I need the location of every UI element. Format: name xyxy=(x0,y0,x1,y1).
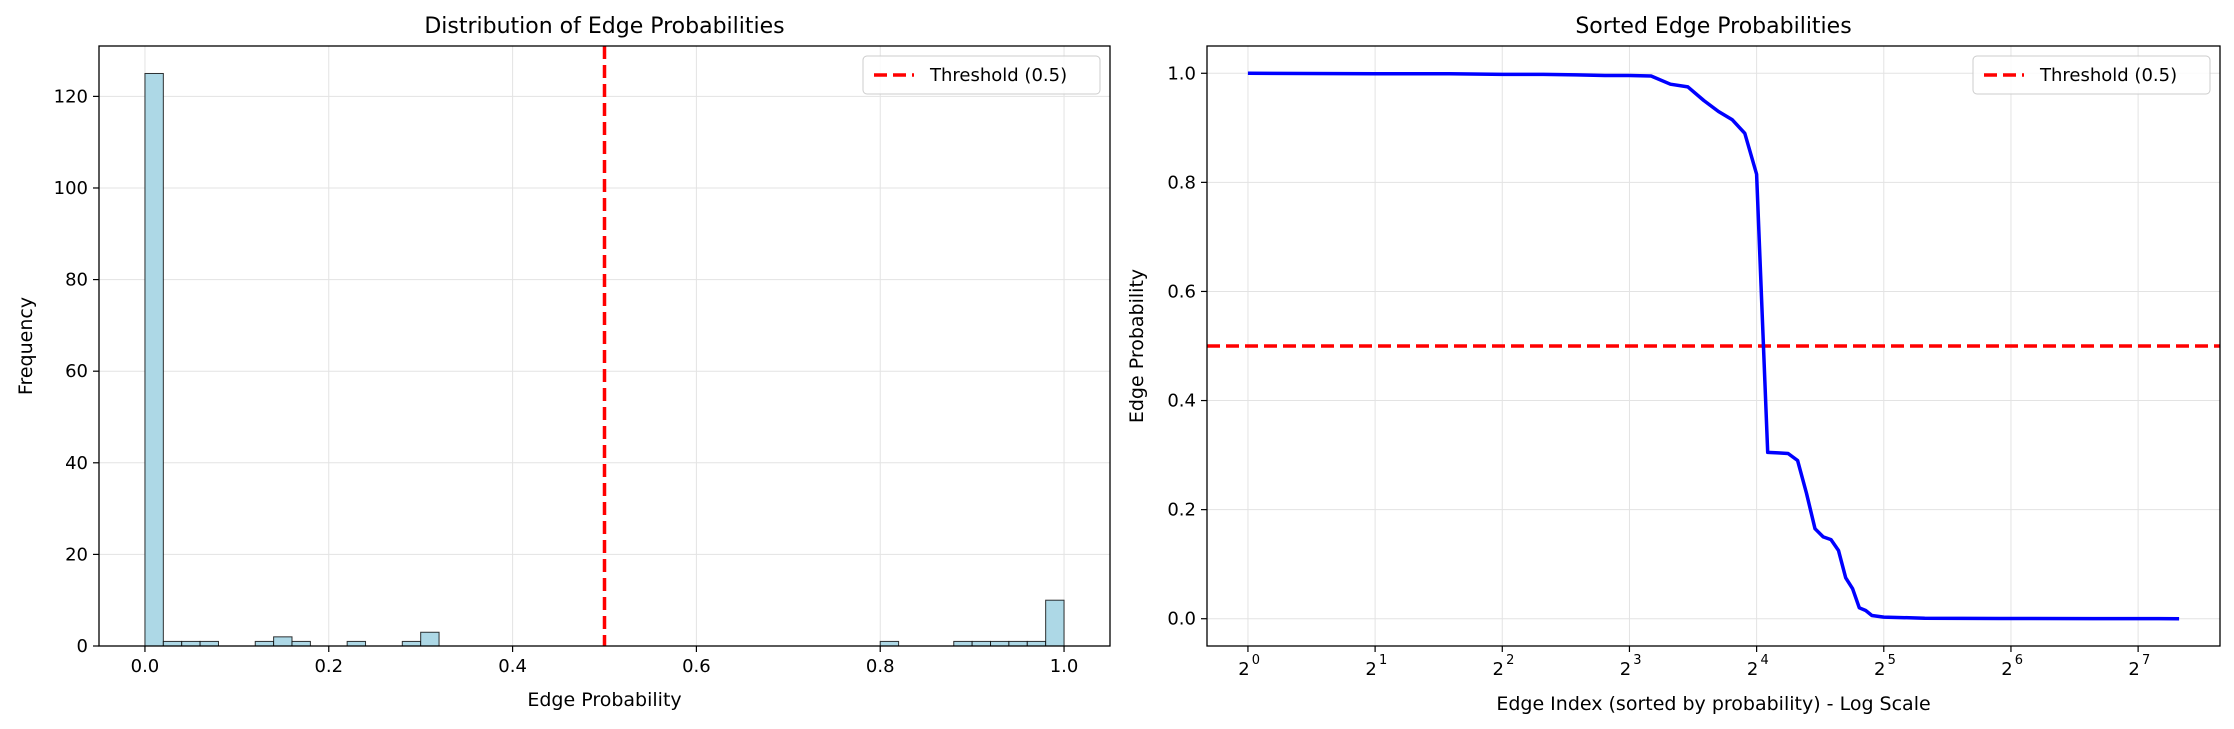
histogram-x-tick-label: 0.8 xyxy=(866,656,895,677)
sorted-x-tick-exponent: 7 xyxy=(2142,653,2150,668)
histogram-bar xyxy=(144,72,164,647)
histogram-y-tick-label: 80 xyxy=(65,270,88,291)
histogram-x-label: Edge Probability xyxy=(527,689,681,711)
histogram-x-ticks: 0.0 0.2 0.4 0.6 0.8 1.0 xyxy=(131,646,1079,677)
histogram-bar xyxy=(346,640,367,647)
histogram-x-tick-label: 1.0 xyxy=(1050,656,1079,677)
histogram-x-tick-label: 0.4 xyxy=(498,656,527,677)
histogram-x-tick-label: 0.2 xyxy=(314,656,343,677)
sorted-x-tick-label: 2 xyxy=(1747,659,1758,680)
sorted-x-tick-label: 2 xyxy=(1493,659,1504,680)
histogram-bar xyxy=(1045,599,1065,647)
histogram-bar xyxy=(1026,640,1047,647)
histogram-bar xyxy=(953,640,973,647)
sorted-legend-box xyxy=(1972,55,2211,95)
sorted-x-tick-label: 2 xyxy=(2001,659,2012,680)
sorted-x-tick-exponent: 4 xyxy=(1760,653,1768,668)
sorted-probability-line xyxy=(1247,71,2180,621)
sorted-x-tick-label: 2 xyxy=(1238,659,1249,680)
histogram-y-ticks: 0 20 40 60 80 100 120 xyxy=(54,86,99,657)
sorted-x-tick-label: 2 xyxy=(1620,659,1631,680)
sorted-y-tick-label: 0.8 xyxy=(1167,172,1196,193)
histogram-bar xyxy=(162,640,183,647)
sorted-x-tick-exponent: 3 xyxy=(1633,653,1641,668)
histogram-bar xyxy=(879,640,900,647)
sorted-y-tick-label: 0.6 xyxy=(1167,281,1196,302)
histogram-y-tick-label: 0 xyxy=(77,636,88,657)
histogram-legend: Threshold (0.5) xyxy=(862,55,1101,95)
histogram-bar xyxy=(1008,640,1028,647)
histogram-chart: 0.0 0.2 0.4 0.6 0.8 1.0 0 20 40 60 80 100 120 Distr… xyxy=(15,14,1111,711)
sorted-x-tick-exponent: 5 xyxy=(1888,653,1896,668)
histogram-y-tick-label: 20 xyxy=(65,544,88,565)
sorted-y-ticks: 0.0 0.2 0.4 0.6 0.8 1.0 xyxy=(1167,63,1207,630)
sorted-y-tick-label: 1.0 xyxy=(1167,63,1196,84)
sorted-y-label: Edge Probability xyxy=(1126,269,1148,423)
histogram-x-tick-label: 0.6 xyxy=(682,656,711,677)
histogram-legend-box xyxy=(862,55,1101,95)
histogram-bar xyxy=(273,636,293,647)
sorted-legend: Threshold (0.5) xyxy=(1972,55,2211,95)
histogram-bar xyxy=(199,640,219,647)
histogram-y-tick-label: 60 xyxy=(65,361,88,382)
sorted-x-tick-label: 2 xyxy=(1365,659,1376,680)
sorted-title: Sorted Edge Probabilities xyxy=(1575,14,1851,39)
histogram-bar xyxy=(401,640,422,647)
sorted-x-tick-exponent: 6 xyxy=(2015,653,2023,668)
sorted-x-tick-exponent: 2 xyxy=(1506,653,1514,668)
histogram-bar xyxy=(420,631,440,647)
histogram-y-tick-label: 100 xyxy=(54,178,88,199)
sorted-x-label: Edge Index (sorted by probability) - Log… xyxy=(1496,693,1930,715)
histogram-title: Distribution of Edge Probabilities xyxy=(424,14,784,39)
histogram-y-tick-label: 40 xyxy=(65,453,88,474)
sorted-legend-label: Threshold (0.5) xyxy=(2039,65,2177,86)
sorted-y-tick-label: 0.4 xyxy=(1167,391,1196,412)
histogram-legend-label: Threshold (0.5) xyxy=(929,65,1067,86)
histogram-bar xyxy=(291,640,311,647)
histogram-x-tick-label: 0.0 xyxy=(131,656,160,677)
sorted-x-tick-label: 2 xyxy=(2128,659,2139,680)
histogram-bar xyxy=(181,640,201,647)
histogram-grid xyxy=(99,46,1110,647)
histogram-bar xyxy=(990,640,1010,647)
histogram-plot-frame xyxy=(98,45,1111,647)
sorted-y-tick-label: 0.0 xyxy=(1167,609,1196,630)
histogram-bar xyxy=(254,640,275,647)
sorted-x-tick-label: 2 xyxy=(1874,659,1885,680)
sorted-x-tick-exponent: 1 xyxy=(1379,653,1387,668)
sorted-x-tick-exponent: 0 xyxy=(1252,653,1260,668)
sorted-y-tick-label: 0.2 xyxy=(1167,500,1196,521)
histogram-y-label: Frequency xyxy=(15,297,37,395)
histogram-y-tick-label: 120 xyxy=(54,86,88,107)
histogram-bar xyxy=(971,640,992,647)
sorted-plot-frame xyxy=(1206,45,2221,647)
histogram-bars xyxy=(144,72,1065,647)
